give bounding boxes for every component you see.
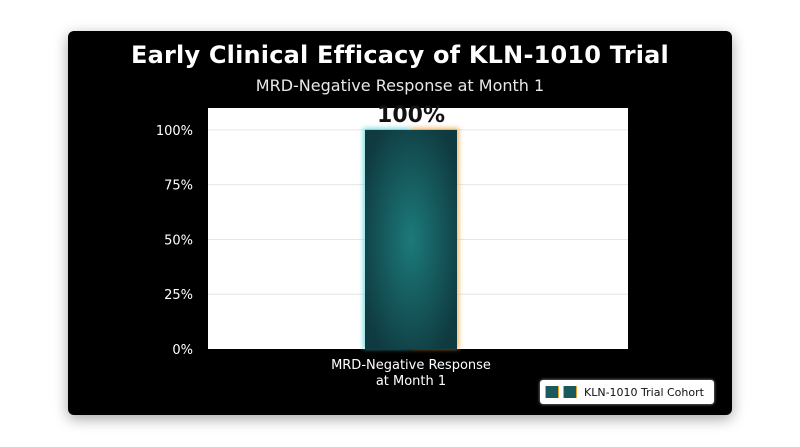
y-tick-label: 25% [164, 288, 193, 303]
x-tick-label: at Month 1 [376, 374, 446, 389]
y-tick-label: 0% [172, 343, 193, 358]
chart-panel: Early Clinical Efficacy of KLN-1010 Tria… [68, 31, 732, 415]
legend: KLN-1010 Trial Cohort [540, 380, 714, 404]
bar-layer: 100% [363, 103, 459, 349]
chart-title: Early Clinical Efficacy of KLN-1010 Tria… [131, 41, 669, 69]
legend-label: KLN-1010 Trial Cohort [584, 385, 704, 399]
x-tick-label: MRD-Negative Response [331, 358, 491, 373]
y-tick-label: 75% [164, 179, 193, 194]
chart-svg: 0% 25% 50% 75% 100% 100% MRD-Negative Respon… [156, 103, 628, 389]
y-axis-ticks: 0% 25% 50% 75% 100% [156, 124, 193, 358]
chart-subtitle: MRD-Negative Response at Month 1 [255, 76, 545, 95]
bar-data-label: 100% [377, 103, 445, 128]
legend-swatch-1 [546, 386, 558, 398]
legend-swatch-2 [564, 386, 576, 398]
bar [365, 129, 457, 349]
y-tick-label: 100% [156, 124, 193, 139]
y-tick-label: 50% [164, 233, 193, 248]
